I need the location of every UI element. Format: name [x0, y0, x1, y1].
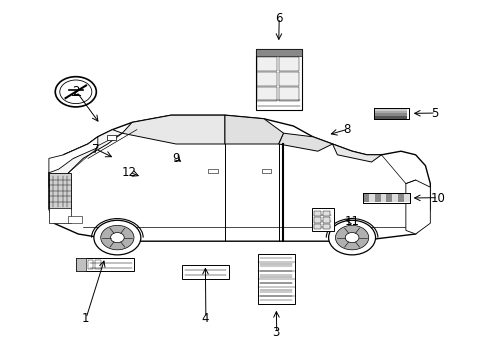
Bar [374, 113, 407, 116]
Polygon shape [49, 137, 98, 173]
Bar [380, 194, 386, 202]
Bar [257, 57, 277, 71]
Polygon shape [49, 130, 122, 187]
Bar [87, 260, 93, 269]
Bar [76, 258, 134, 271]
Text: 3: 3 [272, 327, 280, 339]
Circle shape [328, 220, 375, 255]
Bar [374, 111, 407, 113]
Polygon shape [278, 133, 332, 151]
Bar [278, 87, 298, 101]
Bar [374, 116, 407, 119]
Bar [368, 194, 374, 202]
Bar [313, 224, 321, 230]
Circle shape [55, 77, 96, 107]
Text: 1: 1 [81, 312, 89, 325]
Bar [278, 72, 298, 86]
Bar [261, 169, 271, 173]
Bar [386, 194, 391, 202]
Bar [255, 49, 301, 110]
Bar [373, 108, 408, 119]
Text: 12: 12 [122, 166, 137, 179]
Text: 2: 2 [72, 85, 80, 98]
Bar [255, 49, 301, 56]
Text: 7: 7 [91, 143, 99, 156]
Text: 10: 10 [429, 192, 444, 204]
Bar [362, 193, 409, 203]
Bar [313, 217, 321, 223]
Text: 9: 9 [172, 152, 180, 165]
Polygon shape [122, 115, 224, 144]
Bar [322, 224, 330, 230]
Polygon shape [106, 135, 116, 140]
Polygon shape [49, 115, 429, 241]
Text: 11: 11 [344, 215, 359, 228]
Bar [374, 194, 380, 202]
Bar [76, 258, 86, 271]
Polygon shape [405, 180, 429, 234]
Bar [258, 254, 294, 304]
Text: 5: 5 [430, 107, 438, 120]
Circle shape [110, 233, 124, 243]
Circle shape [345, 233, 358, 243]
Text: 8: 8 [343, 123, 350, 136]
Polygon shape [224, 115, 283, 144]
Bar [95, 260, 101, 269]
Text: 4: 4 [201, 312, 209, 325]
Circle shape [101, 225, 134, 250]
Bar [257, 87, 277, 101]
Bar [278, 57, 298, 71]
Bar [322, 217, 330, 223]
Circle shape [60, 80, 92, 104]
Bar [403, 194, 409, 202]
Bar [397, 194, 403, 202]
Bar [311, 208, 333, 231]
Bar [322, 211, 330, 216]
Bar [182, 265, 228, 279]
Circle shape [94, 220, 141, 255]
Bar [49, 173, 71, 209]
Bar [207, 169, 217, 173]
Bar [362, 194, 368, 202]
Text: 6: 6 [274, 12, 282, 24]
Bar [373, 108, 408, 119]
Bar [257, 72, 277, 86]
Bar [374, 108, 407, 111]
Polygon shape [332, 144, 381, 162]
Bar [49, 208, 71, 223]
Bar [362, 193, 409, 203]
Circle shape [335, 225, 368, 250]
Bar [68, 216, 82, 223]
Bar [313, 211, 321, 216]
Bar [391, 194, 397, 202]
